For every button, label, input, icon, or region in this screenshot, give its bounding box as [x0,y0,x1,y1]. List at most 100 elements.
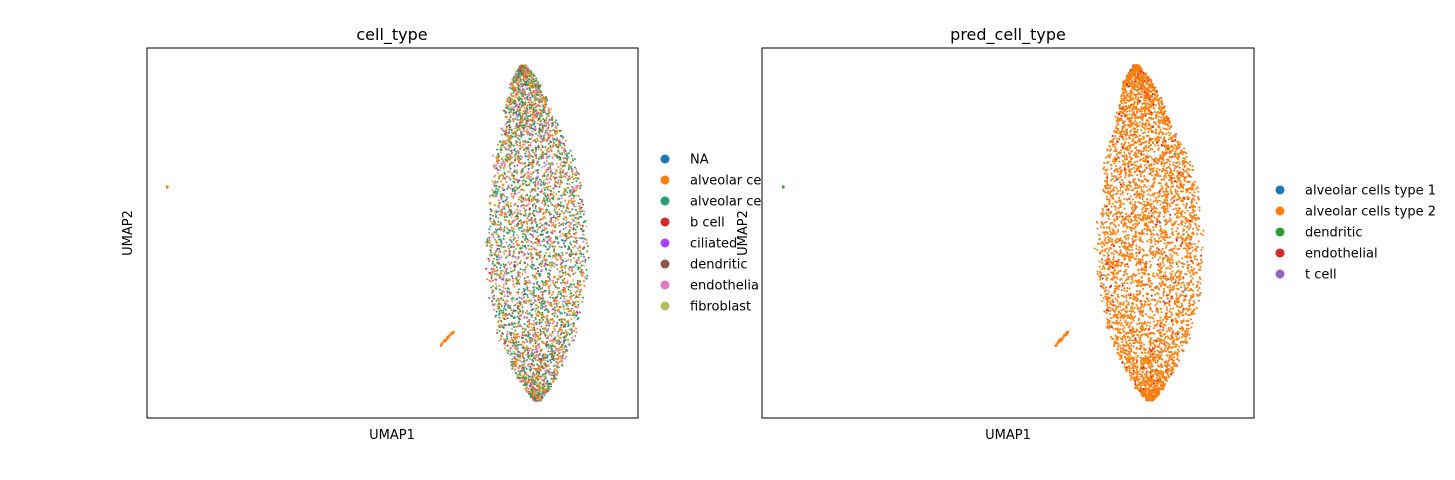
scatter-point [556,213,559,216]
scatter-point [579,293,582,296]
scatter-point [550,339,553,342]
scatter-point [532,397,535,400]
scatter-point [513,368,516,371]
scatter-point [524,194,527,197]
scatter-point [536,320,539,323]
scatter-point [513,265,515,268]
scatter-point [488,271,491,274]
scatter-point [514,96,517,99]
scatter-point [559,163,562,166]
scatter-point [522,254,525,257]
scatter-point [530,161,533,164]
scatter-point [551,330,554,333]
scatter-point [526,310,529,313]
scatter-point [510,187,513,190]
scatter-point [1144,385,1147,388]
scatter-point [539,376,542,379]
scatter-point [563,190,566,193]
scatter-point [567,200,570,203]
scatter-point [584,276,587,279]
scatter-point [493,297,495,300]
scatter-point [519,275,521,278]
scatter-point [546,360,549,363]
scatter-point [531,364,534,367]
scatter-point [504,313,507,316]
scatter-point [494,182,497,185]
scatter-point [496,328,498,331]
scatter-point [535,79,538,82]
scatter-point [555,374,558,376]
scatter-point [536,172,539,174]
scatter-point [521,306,524,309]
scatter-point [509,204,512,207]
scatter-point [519,117,522,120]
scatter-point [502,207,505,210]
scatter-point [543,265,546,267]
scatter-point [523,96,526,99]
scatter-point [527,275,530,278]
scatter-point [559,205,562,208]
scatter-point [547,280,550,283]
scatter-point [543,378,546,381]
scatter-point [523,91,526,93]
legend-label: NA [690,153,709,168]
scatter-point [535,157,538,160]
scatter-point [556,281,559,284]
scatter-point [571,193,574,196]
scatter-point [513,165,516,168]
scatter-point [553,376,556,379]
scatter-point [528,78,531,81]
panel-pred-cell-type: pred_cell_type UMAP1 UMAP2 alveolar cell… [736,25,1436,443]
scatter-point [559,297,562,300]
scatter-point [503,177,506,180]
scatter-point [571,188,574,191]
scatter-point [519,357,522,360]
scatter-point [517,191,520,194]
scatter-point [545,112,548,115]
scatter-point [516,302,519,305]
scatter-point [527,353,530,356]
scatter-point [519,130,522,133]
scatter-point [526,325,529,328]
scatter-point [485,241,488,244]
scatter-points-cell-type [166,64,590,402]
scatter-point [581,237,584,240]
scatter-point [574,223,577,226]
scatter-point [496,331,499,334]
scatter-point [531,213,534,215]
scatter-point [579,198,582,201]
scatter-point [507,206,510,209]
scatter-point [569,161,572,164]
scatter-point [504,158,507,161]
scatter-point [576,212,579,215]
scatter-point [489,249,492,252]
scatter-point [587,256,590,259]
scatter-point [546,133,549,136]
scatter-point [531,392,533,395]
scatter-point [520,240,523,243]
scatter-point [533,114,536,117]
scatter-point [521,297,524,300]
scatter-point [494,180,497,183]
scatter-point [550,141,553,144]
scatter-point [543,187,546,189]
scatter-point [549,284,552,287]
scatter-point [502,161,505,164]
scatter-point [526,177,529,180]
scatter-point [540,304,543,307]
scatter-point [532,344,535,347]
scatter-point [506,227,509,230]
scatter-point [498,185,501,188]
scatter-point [582,213,585,216]
scatter-point [585,238,588,241]
scatter-point [554,223,557,226]
scatter-point [515,127,518,130]
scatter-point [574,296,577,299]
scatter-point [508,128,511,131]
scatter-point [506,317,509,320]
scatter-point [559,152,562,155]
scatter-point [567,320,569,322]
scatter-point [519,262,521,265]
scatter-point [499,297,502,300]
scatter-point [582,233,585,236]
